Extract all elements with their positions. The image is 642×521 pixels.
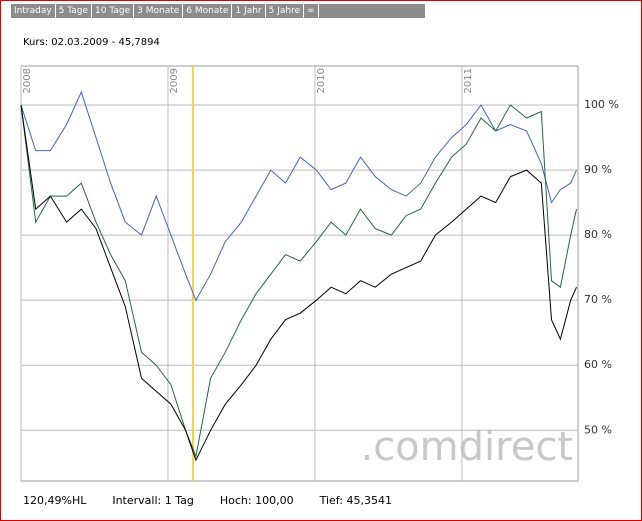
footer-item: Tief: 45,3541 [319,494,392,507]
tab[interactable]: 3 Monate [134,4,184,18]
price-line [20,104,577,459]
price-line [20,90,577,302]
plot-frame [20,65,579,482]
quote-line: Kurs: 02.03.2009 - 45,7894 [23,37,160,48]
tab[interactable]: 6 Monate [183,4,233,18]
footer: 120,49%HL Intervall: 1 Tag Hoch: 100,00 Tie… [23,494,392,507]
y-tick-label: 100 % [584,98,619,111]
x-tick-label: 2008 [22,68,33,93]
x-tick-label: 2010 [316,68,327,93]
tab[interactable]: 10 Tage [92,4,135,18]
tab[interactable]: Intraday [11,4,56,18]
y-tick-label: 50 % [584,423,612,436]
tab[interactable]: ∞ [304,4,319,18]
tab-bar: Intraday 5 Tage 10 Tage 3 Monate 6 Monate 1 J… [11,4,425,18]
x-tick-label: 2011 [463,68,474,93]
watermark: .comdirect [361,424,574,470]
footer-item: 120,49%HL [23,494,87,507]
tab[interactable]: 5 Tage [56,4,93,18]
y-tick-label: 60 % [584,358,612,371]
y-tick-label: 80 % [584,228,612,241]
price-line [20,104,577,462]
x-tick-label: 2009 [169,68,180,93]
footer-item: Hoch: 100,00 [219,494,294,507]
footer-item: Intervall: 1 Tag [112,494,194,507]
tab[interactable]: 1 Jahr [232,4,266,18]
tab[interactable]: 5 Jahre [266,4,305,18]
y-tick-label: 70 % [584,293,612,306]
y-tick-label: 90 % [584,163,612,176]
